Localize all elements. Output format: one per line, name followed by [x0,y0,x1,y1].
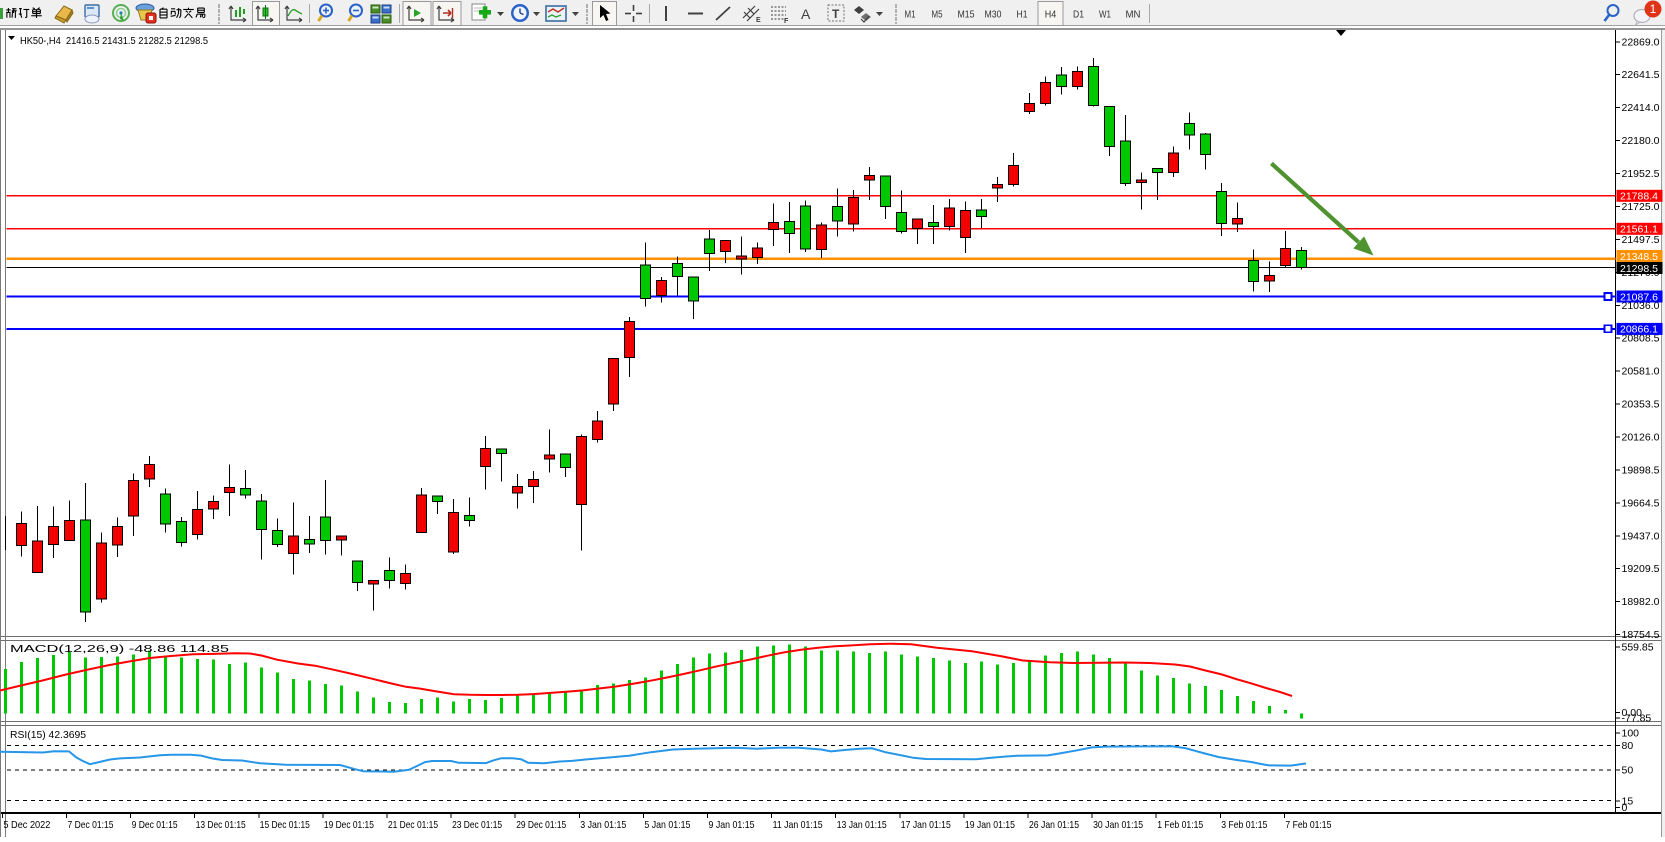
svg-text:M5: M5 [932,9,943,21]
svg-text:19209.5: 19209.5 [1622,563,1660,575]
svg-text:26 Jan 01:15: 26 Jan 01:15 [1029,819,1079,831]
svg-text:M15: M15 [958,9,975,21]
svg-text:21497.5: 21497.5 [1622,234,1660,246]
svg-text:M30: M30 [985,9,1002,21]
svg-text:17 Jan 01:15: 17 Jan 01:15 [901,819,951,831]
svg-text:H1: H1 [1017,9,1028,21]
svg-text:20126.0: 20126.0 [1622,432,1660,444]
svg-text:MN: MN [1126,9,1141,21]
svg-text:11 Jan 01:15: 11 Jan 01:15 [773,819,823,831]
svg-text:22180.0: 22180.0 [1622,135,1660,147]
svg-text:5 Jan 01:15: 5 Jan 01:15 [644,819,690,831]
svg-text:21725.0: 21725.0 [1622,201,1660,213]
svg-text:20353.5: 20353.5 [1622,399,1660,411]
svg-text:20581.0: 20581.0 [1622,366,1660,378]
svg-text:30 Jan 01:15: 30 Jan 01:15 [1093,819,1143,831]
svg-text:7 Feb 01:15: 7 Feb 01:15 [1285,819,1331,831]
svg-text:21087.6: 21087.6 [1620,291,1658,303]
svg-text:50: 50 [1622,765,1634,777]
svg-text:7 Dec 01:15: 7 Dec 01:15 [68,819,114,831]
svg-text:29 Dec 01:15: 29 Dec 01:15 [516,819,566,831]
svg-text:21298.5: 21298.5 [1620,263,1658,275]
svg-text:9 Dec 01:15: 9 Dec 01:15 [132,819,178,831]
svg-text:22869.0: 22869.0 [1622,36,1660,48]
svg-text:19898.5: 19898.5 [1622,464,1660,476]
svg-text:100: 100 [1622,728,1640,740]
svg-text:RSI(15) 42.3695: RSI(15) 42.3695 [10,729,86,741]
svg-text:22414.0: 22414.0 [1622,102,1660,114]
svg-text:13 Dec 01:15: 13 Dec 01:15 [196,819,246,831]
svg-text:D1: D1 [1073,9,1084,21]
svg-text:19 Dec 01:15: 19 Dec 01:15 [324,819,374,831]
svg-text:1 Feb 01:15: 1 Feb 01:15 [1157,819,1203,831]
svg-text:3 Feb 01:15: 3 Feb 01:15 [1221,819,1267,831]
svg-text:559.85: 559.85 [1622,642,1654,654]
svg-text:A: A [801,6,811,22]
svg-text:21952.5: 21952.5 [1622,168,1660,180]
svg-text:-77.85: -77.85 [1622,713,1652,725]
svg-text:21348.5: 21348.5 [1620,251,1658,263]
svg-text:15 Dec 01:15: 15 Dec 01:15 [260,819,310,831]
svg-text:19664.5: 19664.5 [1622,497,1660,509]
svg-text:20866.1: 20866.1 [1620,324,1658,336]
svg-text:F: F [784,18,789,25]
svg-text:1: 1 [1650,2,1657,16]
svg-text:18982.0: 18982.0 [1622,596,1660,608]
svg-text:5 Dec 2022: 5 Dec 2022 [3,819,50,831]
svg-text:21788.4: 21788.4 [1620,191,1658,203]
svg-text:H4: H4 [1045,9,1057,21]
svg-text:W1: W1 [1099,9,1111,21]
svg-text:19437.0: 19437.0 [1622,530,1660,542]
svg-text:13 Jan 01:15: 13 Jan 01:15 [837,819,887,831]
svg-text:3 Jan 01:15: 3 Jan 01:15 [580,819,626,831]
svg-text:E: E [756,17,761,24]
svg-text:M1: M1 [905,9,916,21]
svg-text:T: T [832,7,840,21]
svg-text:18754.5: 18754.5 [1622,629,1660,641]
svg-text:23 Dec 01:15: 23 Dec 01:15 [452,819,502,831]
svg-text:22641.5: 22641.5 [1622,69,1660,81]
svg-text:21561.1: 21561.1 [1620,224,1658,236]
svg-text:MACD(12,26,9) -48.86 114.85: MACD(12,26,9) -48.86 114.85 [10,643,229,655]
svg-text:21 Dec 01:15: 21 Dec 01:15 [388,819,438,831]
svg-text:HK50-,H4 21416.5 21431.5 2128: HK50-,H4 21416.5 21431.5 21282.5 21298.5 [20,35,208,47]
svg-text:9 Jan 01:15: 9 Jan 01:15 [709,819,755,831]
svg-text:80: 80 [1622,740,1634,752]
svg-text:0: 0 [1622,802,1628,814]
svg-text:19 Jan 01:15: 19 Jan 01:15 [965,819,1015,831]
